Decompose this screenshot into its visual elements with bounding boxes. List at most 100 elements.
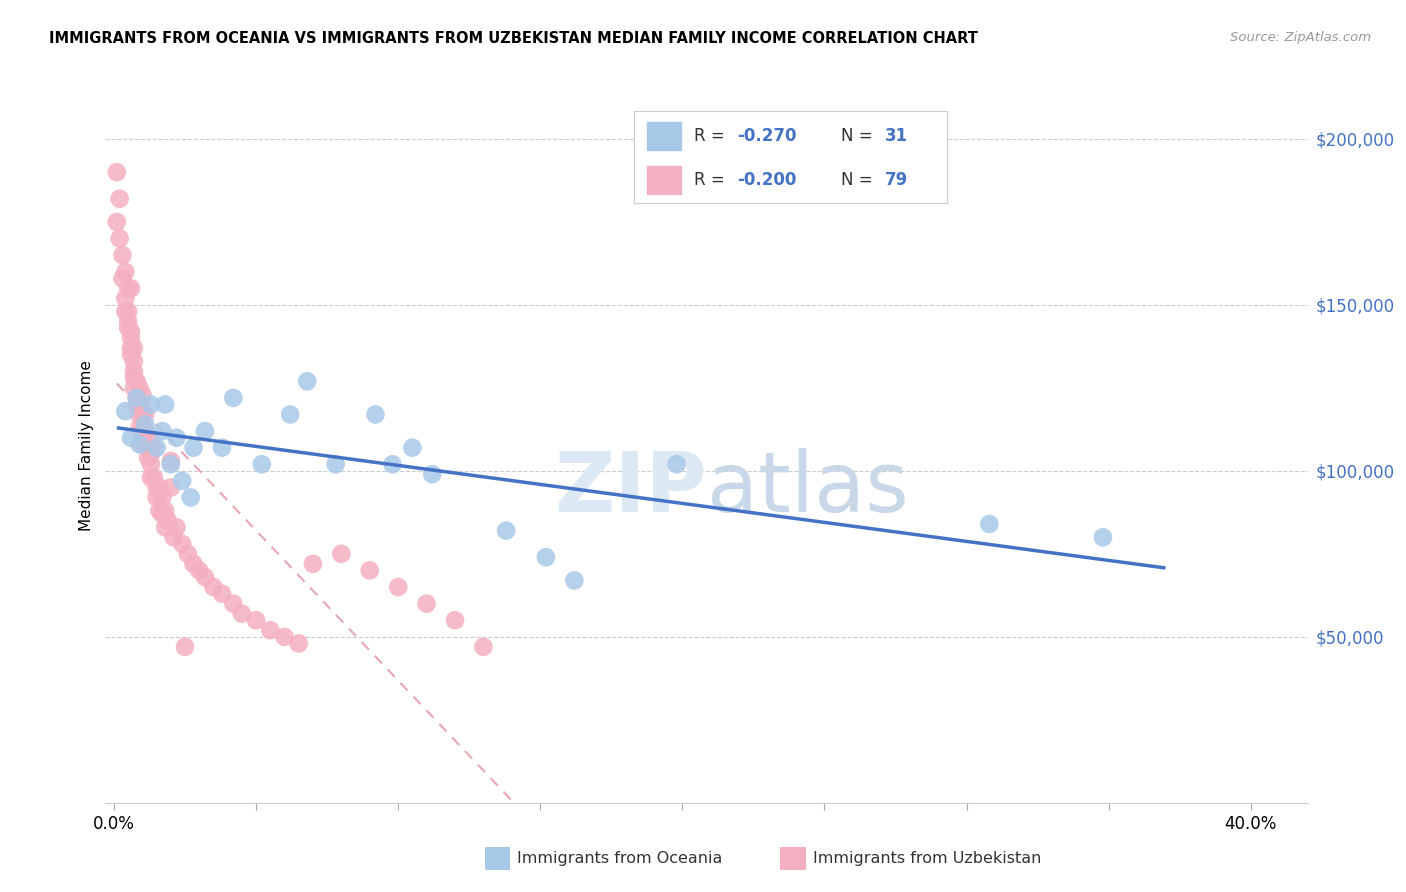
Point (136, 450, 159, 465)
Point (979, 516, 1001, 531)
Point (1091, 530, 1114, 544)
Point (420, 467, 443, 482)
Point (125, 391, 148, 405)
Point (166, 431, 188, 445)
Point (231, 607, 253, 621)
Point (120, 325, 142, 339)
Point (534, 550, 557, 565)
Point (150, 424, 173, 438)
Point (159, 454, 181, 468)
Point (325, 457, 347, 471)
Point (108, 231, 131, 245)
Point (202, 580, 225, 594)
Point (401, 441, 423, 455)
Point (495, 524, 517, 538)
Point (364, 408, 387, 422)
Point (128, 408, 150, 422)
Point (174, 640, 197, 654)
Point (114, 291, 136, 305)
Y-axis label: Median Family Income: Median Family Income (79, 360, 94, 532)
Point (211, 587, 233, 601)
Point (105, 165, 128, 179)
Point (117, 314, 139, 328)
Point (125, 391, 148, 405)
Point (183, 557, 205, 571)
Point (139, 447, 162, 461)
Point (136, 431, 159, 445)
Point (166, 520, 188, 534)
Point (194, 424, 217, 438)
Point (278, 408, 301, 422)
Point (194, 570, 217, 584)
Point (120, 331, 142, 345)
Point (222, 597, 245, 611)
Point (117, 281, 139, 295)
Point (120, 348, 142, 362)
Point (122, 371, 145, 385)
Point (111, 271, 134, 285)
Point (139, 397, 162, 411)
Point (120, 431, 142, 445)
Point (245, 613, 267, 627)
Point (114, 404, 136, 418)
Text: IMMIGRANTS FROM OCEANIA VS IMMIGRANTS FROM UZBEKISTAN MEDIAN FAMILY INCOME CORRE: IMMIGRANTS FROM OCEANIA VS IMMIGRANTS FR… (49, 31, 979, 46)
Point (381, 457, 404, 471)
Point (472, 640, 495, 654)
Point (114, 265, 136, 279)
Point (128, 437, 150, 451)
Point (150, 507, 173, 521)
Point (211, 441, 233, 455)
Point (105, 215, 128, 229)
Text: Source: ZipAtlas.com: Source: ZipAtlas.com (1230, 31, 1371, 45)
Point (302, 557, 325, 571)
Point (134, 417, 156, 432)
Point (145, 481, 167, 495)
Point (153, 504, 176, 518)
Point (172, 474, 194, 488)
Text: Immigrants from Uzbekistan: Immigrants from Uzbekistan (813, 851, 1040, 866)
Point (134, 424, 156, 438)
Point (148, 504, 170, 518)
Point (159, 481, 181, 495)
Point (139, 470, 162, 484)
Point (122, 364, 145, 378)
Text: Immigrants from Oceania: Immigrants from Oceania (517, 851, 723, 866)
Point (120, 281, 142, 295)
Point (180, 491, 202, 505)
Point (134, 437, 156, 451)
Point (125, 397, 148, 411)
Point (142, 470, 165, 484)
Point (444, 613, 467, 627)
Point (156, 514, 179, 528)
Point (139, 457, 162, 471)
Point (131, 387, 153, 401)
Point (114, 304, 136, 318)
Point (273, 630, 295, 644)
Point (142, 441, 165, 455)
Point (153, 397, 176, 411)
Point (122, 381, 145, 395)
Point (330, 547, 353, 561)
Point (131, 410, 153, 425)
Point (163, 530, 186, 544)
Point (153, 520, 176, 534)
Point (148, 481, 170, 495)
Point (387, 580, 409, 594)
Point (131, 424, 153, 438)
Point (117, 321, 139, 335)
Point (183, 441, 205, 455)
Point (120, 341, 142, 355)
Point (415, 597, 437, 611)
Point (122, 341, 145, 355)
Point (145, 441, 167, 455)
Point (128, 381, 150, 395)
Point (125, 374, 148, 388)
Point (159, 457, 181, 471)
Point (145, 491, 167, 505)
Point (188, 564, 211, 578)
Point (287, 636, 309, 650)
Point (665, 457, 688, 471)
Point (150, 491, 173, 505)
Text: ZIP: ZIP (554, 449, 707, 529)
Point (108, 192, 131, 206)
